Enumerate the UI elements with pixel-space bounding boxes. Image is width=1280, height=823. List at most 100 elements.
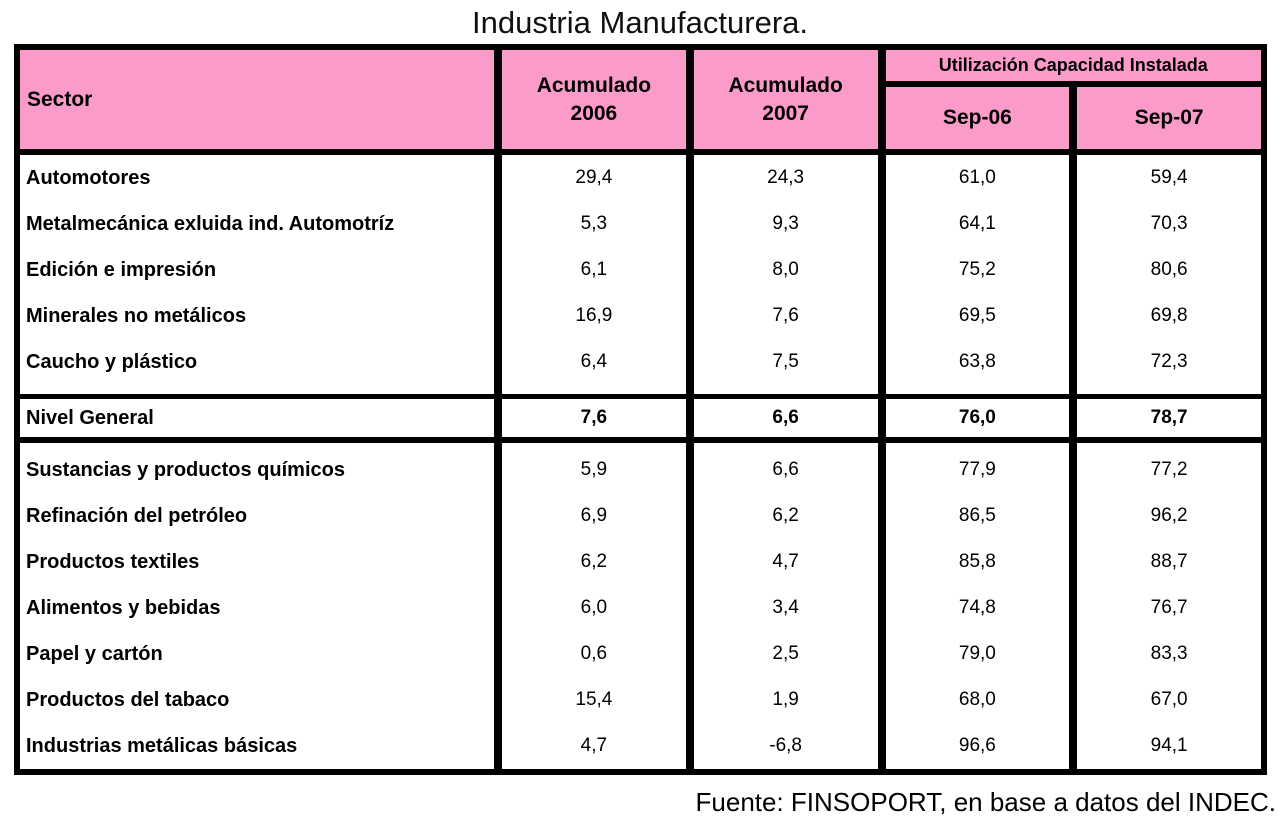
header-sep07: Sep-07 <box>1134 106 1204 129</box>
table-header-row: Sector Acumulado 2006 Acumulado 2007 Uti… <box>20 50 1261 155</box>
value-cell: 77,2 <box>1150 459 1188 480</box>
value-cell: 7,6 <box>772 305 799 326</box>
value-cell: 16,9 <box>575 305 613 326</box>
value-cell: 63,8 <box>958 351 996 372</box>
data-table: Sector Acumulado 2006 Acumulado 2007 Uti… <box>14 44 1267 775</box>
table-row: Metalmecánica exluida ind. Automotríz 5,… <box>20 201 1261 247</box>
table-row: Refinación del petróleo 6,9 6,2 86,5 96,… <box>20 493 1261 539</box>
value-cell: 6,2 <box>580 551 608 572</box>
sector-cell: Alimentos y bebidas <box>26 596 221 619</box>
sector-cell: Refinación del petróleo <box>26 504 248 527</box>
value-cell: 61,0 <box>958 167 996 188</box>
table-row: Caucho y plástico 6,4 7,5 63,8 72,3 <box>20 339 1261 385</box>
value-cell: 72,3 <box>1150 351 1188 372</box>
sector-cell: Edición e impresión <box>26 258 217 281</box>
table-row: Productos del tabaco 15,4 1,9 68,0 67,0 <box>20 677 1261 723</box>
header-sector: Sector <box>27 87 93 111</box>
value-cell: 4,7 <box>580 735 608 756</box>
header-acumulado-2006-line1: Acumulado <box>536 73 652 97</box>
value-cell: 77,9 <box>958 459 996 480</box>
value-cell: 69,8 <box>1150 305 1188 326</box>
value-cell: 7,5 <box>772 351 799 372</box>
value-cell: 5,3 <box>580 213 608 234</box>
value-cell: 96,2 <box>1150 505 1188 526</box>
sector-cell: Nivel General <box>26 406 154 429</box>
header-acumulado-2006: Acumulado 2006 <box>502 50 686 149</box>
value-cell: 94,1 <box>1150 735 1188 756</box>
value-cell: 6,6 <box>772 407 799 428</box>
value-cell: 86,5 <box>958 505 996 526</box>
value-cell: -6,8 <box>769 735 802 756</box>
value-cell: 29,4 <box>575 167 613 188</box>
header-acumulado-2007-line1: Acumulado <box>728 73 843 97</box>
value-cell: 5,9 <box>580 459 608 480</box>
table-body-group-2: Sustancias y productos químicos 5,9 6,6 … <box>20 443 1261 769</box>
column-divider-line <box>877 50 886 769</box>
value-cell: 6,9 <box>580 505 608 526</box>
value-cell: 7,6 <box>580 407 608 428</box>
page-title: Industria Manufacturera. <box>471 5 808 40</box>
header-acumulado-2007: Acumulado 2007 <box>694 50 878 149</box>
value-cell: 6,4 <box>580 351 608 372</box>
sector-cell: Caucho y plástico <box>26 350 198 373</box>
value-cell: 64,1 <box>958 213 996 234</box>
value-cell: 88,7 <box>1150 551 1188 572</box>
section-divider <box>20 394 1261 399</box>
table-row: Minerales no metálicos 16,9 7,6 69,5 69,… <box>20 293 1261 339</box>
table-row: Alimentos y bebidas 6,0 3,4 74,8 76,7 <box>20 585 1261 631</box>
sector-cell: Industrias metálicas básicas <box>26 734 298 757</box>
column-divider-line <box>494 50 502 769</box>
section-divider <box>20 437 1261 443</box>
value-cell: 59,4 <box>1150 167 1188 188</box>
value-cell: 8,0 <box>772 259 799 280</box>
value-cell: 96,6 <box>958 735 996 756</box>
value-cell: 79,0 <box>958 643 996 664</box>
column-divider-line <box>1069 81 1078 769</box>
sector-cell: Automotores <box>26 166 151 189</box>
sector-cell: Metalmecánica exluida ind. Automotríz <box>26 212 395 235</box>
sector-cell: Productos del tabaco <box>26 688 230 711</box>
value-cell: 6,2 <box>772 505 799 526</box>
table-row: Papel y cartón 0,6 2,5 79,0 83,3 <box>20 631 1261 677</box>
value-cell: 74,8 <box>958 597 996 618</box>
value-cell: 83,3 <box>1150 643 1188 664</box>
table-row: Nivel General 7,6 6,6 76,0 78,7 <box>20 399 1261 437</box>
value-cell: 6,6 <box>772 459 799 480</box>
value-cell: 0,6 <box>580 643 608 664</box>
value-cell: 75,2 <box>958 259 996 280</box>
value-cell: 85,8 <box>958 551 996 572</box>
value-cell: 9,3 <box>772 213 799 234</box>
table-row: Edición e impresión 6,1 8,0 75,2 80,6 <box>20 247 1261 293</box>
sector-cell: Papel y cartón <box>26 642 163 665</box>
header-acumulado-2007-line2: 2007 <box>762 101 809 125</box>
value-cell: 76,0 <box>958 407 996 428</box>
table-row: Productos textiles 6,2 4,7 85,8 88,7 <box>20 539 1261 585</box>
table-row: Industrias metálicas básicas 4,7 -6,8 96… <box>20 723 1261 769</box>
value-cell: 4,7 <box>772 551 799 572</box>
value-cell: 6,0 <box>580 597 608 618</box>
table-row: Automotores 29,4 24,3 61,0 59,4 <box>20 155 1261 201</box>
sector-cell: Productos textiles <box>26 550 200 573</box>
header-sep06: Sep-06 <box>942 106 1012 129</box>
table-body-group-1: Automotores 29,4 24,3 61,0 59,4 Metalmec… <box>20 155 1261 394</box>
source-note: Fuente: FINSOPORT, en base a datos del I… <box>695 787 1276 817</box>
value-cell: 67,0 <box>1150 689 1188 710</box>
header-acumulado-2006-line2: 2006 <box>570 101 618 125</box>
value-cell: 68,0 <box>958 689 996 710</box>
value-cell: 1,9 <box>772 689 799 710</box>
table-row: Sustancias y productos químicos 5,9 6,6 … <box>20 447 1261 493</box>
value-cell: 80,6 <box>1150 259 1188 280</box>
value-cell: 70,3 <box>1150 213 1188 234</box>
value-cell: 78,7 <box>1150 407 1188 428</box>
sector-cell: Minerales no metálicos <box>26 304 247 327</box>
value-cell: 3,4 <box>772 597 799 618</box>
value-cell: 76,7 <box>1150 597 1188 618</box>
value-cell: 15,4 <box>575 689 613 710</box>
sector-cell: Sustancias y productos químicos <box>26 458 345 481</box>
value-cell: 24,3 <box>767 167 805 188</box>
value-cell: 69,5 <box>958 305 996 326</box>
value-cell: 2,5 <box>772 643 799 664</box>
column-divider-line <box>685 50 694 769</box>
nivel-general-row: Nivel General 7,6 6,6 76,0 78,7 <box>20 399 1261 437</box>
value-cell: 6,1 <box>580 259 608 280</box>
